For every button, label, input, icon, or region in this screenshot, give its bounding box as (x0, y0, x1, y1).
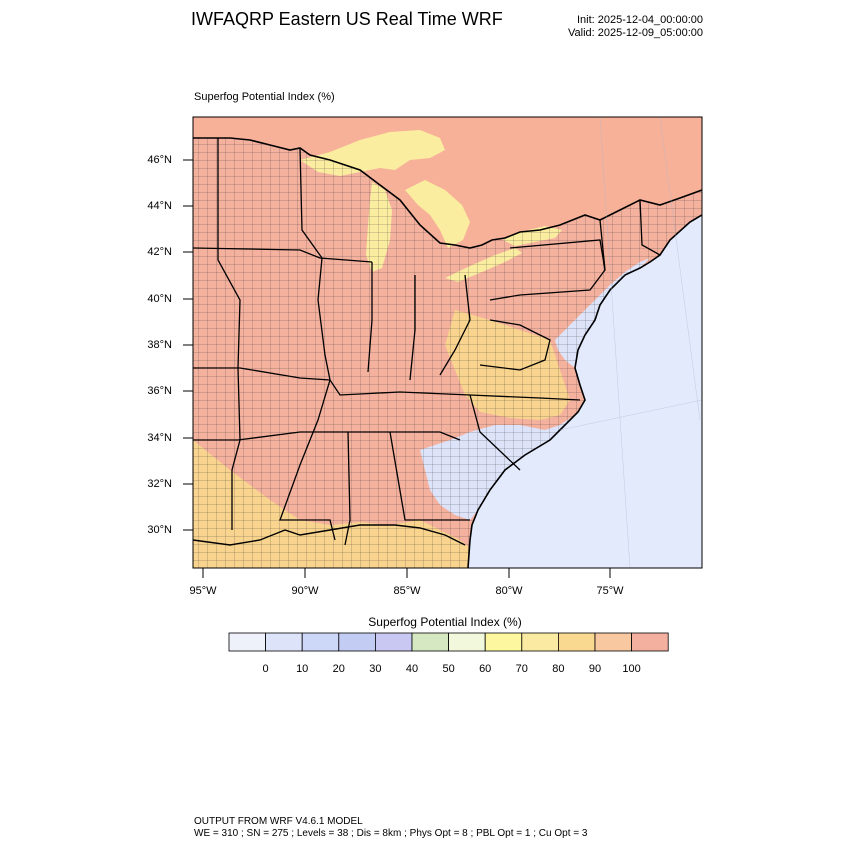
colorbar-swatch (558, 632, 596, 652)
lon-label-75: 75°W (596, 585, 624, 597)
colorbar-swatch (448, 632, 486, 652)
colorbar (228, 632, 669, 652)
main-title: IWFAQRP Eastern US Real Time WRF (191, 9, 503, 29)
colorbar-swatch (631, 632, 669, 652)
colorbar-swatch (301, 632, 340, 652)
lat-label-46: 46°N (147, 154, 172, 166)
lat-label-34: 34°N (147, 432, 172, 444)
colorbar-tick-label: 20 (332, 663, 345, 675)
lat-label-40: 40°N (147, 293, 172, 305)
colorbar-swatch (484, 632, 523, 652)
plot-title: Superfog Potential Index (%) (194, 91, 335, 103)
state-boundaries (193, 138, 661, 546)
lon-label-90: 90°W (291, 585, 319, 597)
county-boundaries (193, 138, 702, 568)
canada-region (193, 117, 702, 248)
lat-label-44: 44°N (147, 200, 172, 212)
lat-label-42: 42°N (147, 246, 172, 258)
colorbar-tick-label: 60 (479, 663, 492, 675)
colorbar-title: Superfog Potential Index (%) (368, 615, 522, 629)
colorbar-swatch (594, 632, 632, 652)
lat-label-38: 38°N (147, 339, 172, 351)
colorbar-swatch (374, 632, 413, 652)
lon-label-95: 95°W (189, 585, 217, 597)
colorbar-swatch (228, 632, 266, 652)
colorbar-tick-label: 90 (588, 663, 602, 675)
lake-huron (405, 180, 470, 248)
map-area (193, 117, 702, 568)
init-time: Init: 2025-12-04_00:00:00 (577, 14, 703, 26)
colorbar-tick-label: 40 (405, 663, 419, 675)
coastline (467, 214, 702, 568)
lat-label-36: 36°N (147, 385, 172, 397)
colorbar-tick-label: 30 (369, 663, 382, 675)
map-frame (192, 116, 703, 569)
lat-label-32: 32°N (147, 478, 172, 490)
lon-label-85: 85°W (393, 585, 421, 597)
gulf-coastline (193, 524, 466, 546)
colorbar-tick-label: 70 (515, 663, 528, 675)
colorbar-tick-label: 50 (442, 663, 455, 675)
lat-label-30: 30°N (147, 524, 172, 536)
colorbar-swatch (265, 632, 303, 652)
lat-ticks (183, 159, 193, 531)
colorbar-tick-label: 10 (296, 663, 309, 675)
footer-model: OUTPUT FROM WRF V4.6.1 MODEL (194, 816, 363, 827)
colorbar-tick-label: 100 (622, 663, 641, 675)
colorbar-swatch (338, 632, 376, 652)
lon-label-80: 80°W (495, 585, 523, 597)
lon-ticks (202, 568, 611, 578)
colorbar-tick-label: 80 (552, 663, 565, 675)
colorbar-swatch (521, 632, 559, 652)
footer-config: WE = 310 ; SN = 275 ; Levels = 38 ; Dis … (194, 828, 588, 839)
valid-time: Valid: 2025-12-09_05:00:00 (568, 27, 703, 39)
us-canada-border (193, 137, 702, 249)
colorbar-tick-label: 0 (262, 663, 269, 675)
colorbar-swatch (411, 632, 449, 652)
graticule (559, 117, 702, 568)
